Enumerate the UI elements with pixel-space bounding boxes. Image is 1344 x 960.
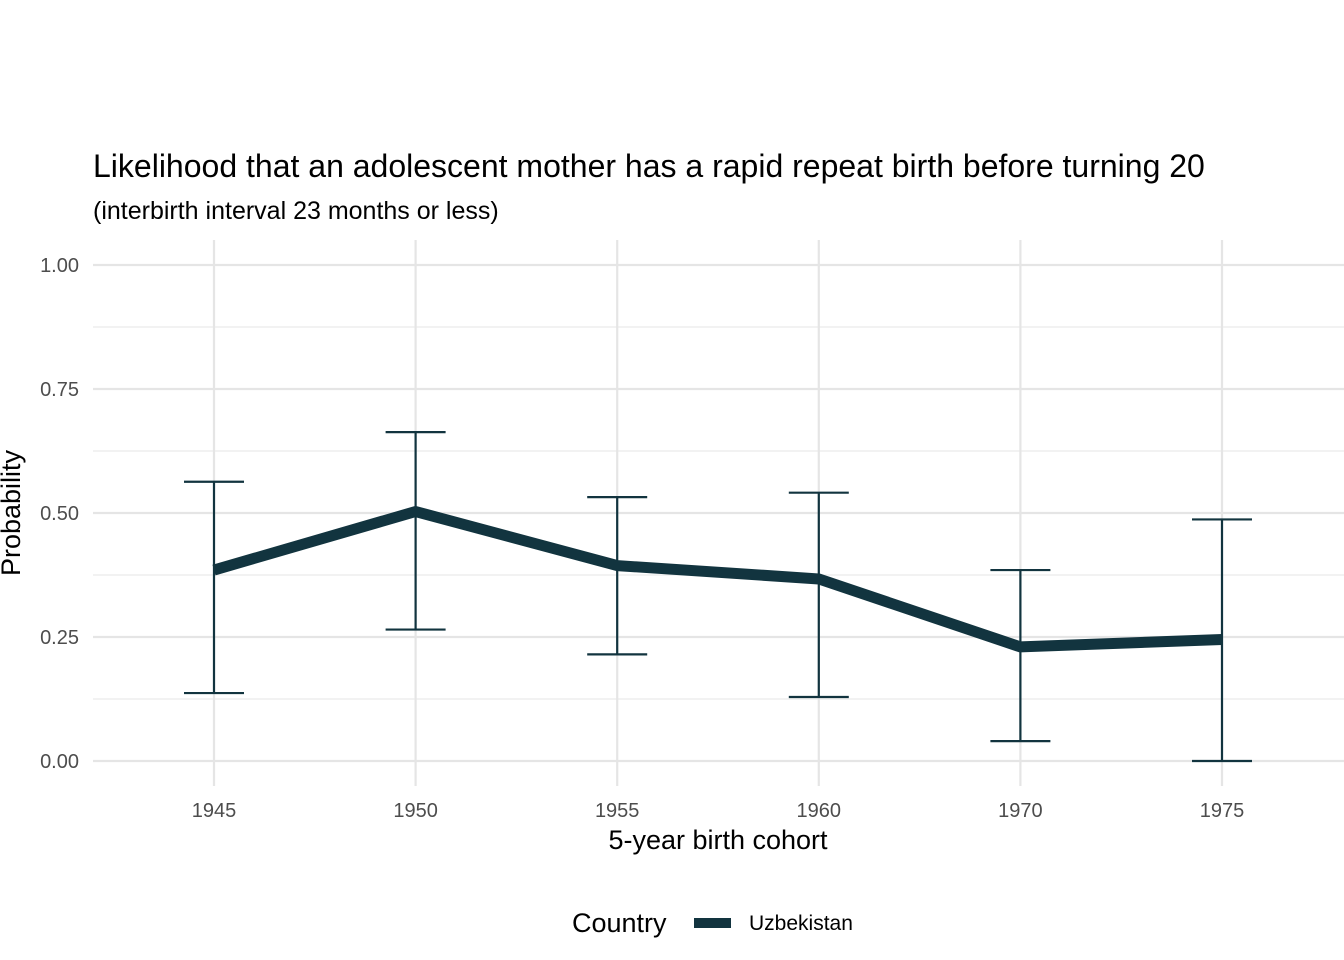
legend: Country Uzbekistan xyxy=(572,908,853,938)
x-tick-label: 1945 xyxy=(192,800,237,822)
x-tick-label: 1950 xyxy=(393,800,438,822)
error-bar xyxy=(788,491,849,699)
error-bar xyxy=(990,568,1051,743)
x-axis-title: 5-year birth cohort xyxy=(608,825,828,855)
error-bars xyxy=(184,431,1252,763)
chart-subtitle: (interbirth interval 23 months or less) xyxy=(93,197,499,225)
grid xyxy=(93,240,1344,786)
x-tick-label: 1970 xyxy=(998,800,1043,822)
y-tick-label: 0.50 xyxy=(40,503,79,525)
series-lines xyxy=(212,506,1223,653)
y-axis-title: Probability xyxy=(0,449,26,576)
y-tick-label: 1.00 xyxy=(40,255,79,277)
legend-title: Country xyxy=(572,908,667,938)
series-line-uzbekistan xyxy=(212,506,1223,653)
y-axis-ticks: 0.00 0.25 0.50 0.75 1.00 xyxy=(40,255,79,773)
y-tick-label: 0.75 xyxy=(40,379,79,401)
error-bar xyxy=(184,480,244,695)
error-bar xyxy=(385,431,446,631)
x-tick-label: 1960 xyxy=(797,800,842,822)
chart-title: Likelihood that an adolescent mother has… xyxy=(93,148,1205,184)
x-tick-label: 1955 xyxy=(595,800,640,822)
x-axis-ticks: 1945 1950 1955 1960 1970 1975 xyxy=(192,800,1245,822)
x-tick-label: 1975 xyxy=(1200,800,1245,822)
legend-label-uzbekistan: Uzbekistan xyxy=(749,912,853,935)
y-tick-label: 0.00 xyxy=(40,751,79,773)
error-bar xyxy=(587,496,648,656)
y-tick-label: 0.25 xyxy=(40,627,79,649)
